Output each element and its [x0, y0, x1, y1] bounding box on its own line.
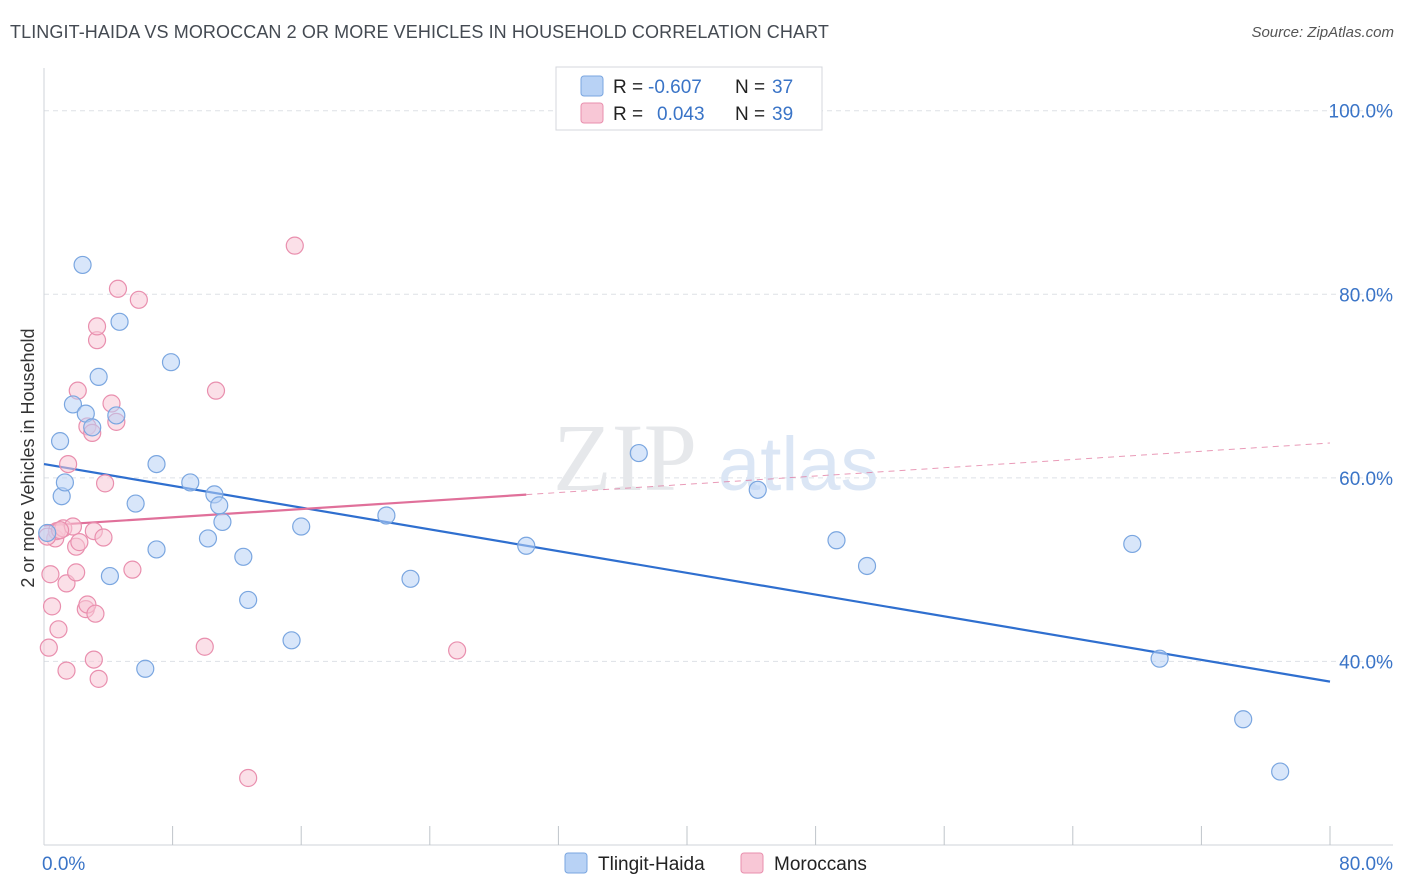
trend-lines — [43, 442, 1331, 683]
data-point-tlingit-haida — [161, 353, 181, 372]
trend-line-tlingit-haida — [43, 463, 1331, 683]
x-tick-labels: 0.0% 80.0% — [42, 854, 1393, 875]
data-point-moroccans — [239, 768, 258, 788]
data-point-moroccans — [84, 650, 103, 669]
legend-n-value: 39 — [772, 104, 793, 125]
series-legend-swatch-blue — [564, 852, 588, 874]
data-point-tlingit-haida — [1271, 762, 1290, 781]
data-point-tlingit-haida — [827, 531, 846, 550]
data-point-tlingit-haida — [147, 454, 166, 474]
series-legend-swatch-pink — [740, 852, 764, 874]
axes — [43, 68, 1393, 846]
series-legend-label: Moroccans — [774, 854, 867, 875]
legend-swatch-pink — [580, 102, 604, 124]
legend-r-value: -0.607 — [648, 77, 702, 98]
data-point-moroccans — [129, 290, 148, 309]
data-point-tlingit-haida — [748, 480, 767, 499]
data-point-moroccans — [70, 533, 89, 552]
data-point-moroccans — [49, 620, 68, 639]
chart-title: TLINGIT-HAIDA VS MOROCCAN 2 OR MORE VEHI… — [10, 22, 829, 42]
legend-n-label: N = — [735, 77, 765, 98]
data-point-tlingit-haida — [50, 432, 70, 451]
data-point-tlingit-haida — [1234, 710, 1253, 729]
data-point-moroccans — [95, 474, 115, 493]
data-point-tlingit-haida — [1150, 649, 1169, 668]
trend-line-moroccans-extension — [526, 442, 1331, 496]
data-point-moroccans — [57, 661, 76, 680]
data-points — [38, 236, 1290, 788]
data-point-tlingit-haida — [292, 517, 311, 536]
data-point-tlingit-haida — [38, 523, 57, 543]
series-legend: Tlingit-Haida Moroccans — [564, 852, 867, 875]
data-point-moroccans — [108, 279, 128, 298]
data-point-moroccans — [285, 236, 304, 255]
data-point-moroccans — [448, 641, 467, 660]
data-point-tlingit-haida — [234, 547, 253, 566]
y-axis-label: 2 or more Vehicles in Household — [18, 328, 38, 587]
data-point-tlingit-haida — [210, 496, 229, 515]
data-point-tlingit-haida — [63, 395, 83, 414]
data-point-tlingit-haida — [55, 473, 74, 492]
series-legend-label: Tlingit-Haida — [598, 854, 705, 875]
data-point-moroccans — [195, 637, 214, 656]
stats-legend: R = -0.607 N = 37 R = 0.043 N = 39 — [555, 66, 823, 131]
y-tick-label: 80.0% — [1339, 285, 1393, 306]
data-point-moroccans — [94, 528, 113, 547]
data-point-tlingit-haida — [73, 255, 92, 275]
legend-n-label: N = — [735, 104, 765, 125]
data-point-tlingit-haida — [83, 418, 102, 437]
y-tick-labels: 100.0% 80.0% 60.0% 40.0% — [1329, 102, 1394, 674]
trend-line-moroccans — [43, 493, 527, 527]
data-point-tlingit-haida — [1123, 534, 1142, 554]
y-tick-label: 40.0% — [1339, 652, 1393, 673]
data-point-tlingit-haida — [89, 367, 108, 386]
data-point-tlingit-haida — [239, 590, 258, 610]
data-point-tlingit-haida — [110, 312, 129, 331]
y-tick-label: 100.0% — [1329, 102, 1394, 123]
legend-n-value: 37 — [772, 77, 793, 98]
data-point-tlingit-haida — [377, 506, 396, 525]
x-tick-label: 80.0% — [1339, 854, 1393, 875]
data-point-tlingit-haida — [126, 494, 145, 513]
chart-source: Source: ZipAtlas.com — [1251, 24, 1394, 41]
data-point-tlingit-haida — [401, 569, 420, 588]
data-point-tlingit-haida — [136, 659, 155, 678]
data-point-tlingit-haida — [198, 529, 218, 548]
data-point-moroccans — [67, 563, 86, 582]
x-tick-label: 0.0% — [42, 854, 85, 875]
legend-swatch-blue — [580, 75, 604, 97]
watermark-atlas: atlas — [718, 422, 879, 507]
data-point-tlingit-haida — [629, 443, 648, 463]
data-point-moroccans — [87, 317, 107, 336]
data-point-tlingit-haida — [857, 556, 877, 576]
data-point-tlingit-haida — [213, 512, 232, 532]
data-point-tlingit-haida — [147, 540, 166, 559]
data-point-moroccans — [123, 560, 142, 579]
legend-r-value: 0.043 — [657, 104, 705, 125]
data-point-moroccans — [42, 597, 62, 616]
watermark: ZIP atlas — [553, 404, 879, 511]
data-point-moroccans — [59, 454, 78, 474]
data-point-tlingit-haida — [100, 566, 120, 586]
data-point-moroccans — [89, 669, 108, 688]
data-point-moroccans — [206, 381, 226, 400]
y-tick-label: 60.0% — [1339, 469, 1393, 490]
data-point-tlingit-haida — [107, 406, 126, 425]
legend-r-label: R = — [613, 104, 643, 125]
legend-r-label: R = — [613, 77, 643, 98]
data-point-tlingit-haida — [282, 631, 301, 650]
data-point-moroccans — [86, 604, 105, 623]
data-point-moroccans — [39, 638, 58, 657]
data-point-tlingit-haida — [181, 473, 200, 492]
data-point-moroccans — [41, 565, 60, 584]
watermark-zip: ZIP — [553, 404, 697, 511]
data-point-tlingit-haida — [517, 536, 536, 555]
